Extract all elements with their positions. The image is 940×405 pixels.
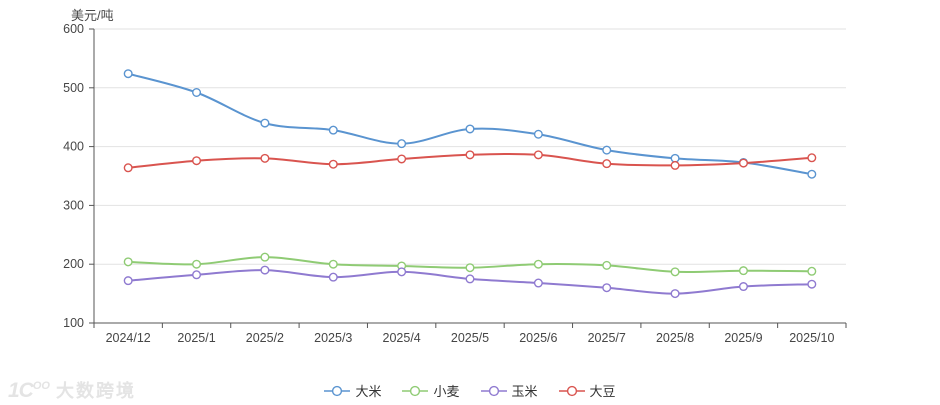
data-point-wheat[interactable] [533, 259, 543, 269]
legend-marker-wheat-icon [402, 385, 429, 396]
data-point-soybean[interactable] [670, 160, 680, 170]
y-axis-label: 200 [63, 257, 84, 271]
data-point-soybean[interactable] [192, 156, 202, 166]
watermark-logo-icon: 1COO [8, 379, 50, 402]
legend-marker-rice-icon [324, 385, 351, 396]
data-point-rice[interactable] [328, 125, 338, 135]
data-point-soybean[interactable] [397, 154, 407, 164]
data-point-wheat[interactable] [602, 260, 612, 270]
data-point-corn[interactable] [123, 276, 133, 286]
x-axis-label: 2025/3 [314, 331, 352, 345]
data-point-corn[interactable] [328, 272, 338, 282]
legend-label: 小麦 [433, 384, 460, 399]
legend-label: 玉米 [511, 384, 538, 399]
legend-label: 大豆 [589, 384, 616, 399]
x-axis-label: 2025/10 [789, 331, 834, 345]
chart-legend: 大米 小麦 玉米 大豆 [0, 381, 940, 400]
legend-item-soybean[interactable]: 大豆 [558, 381, 616, 400]
data-point-wheat[interactable] [670, 267, 680, 277]
data-point-soybean[interactable] [807, 153, 817, 163]
data-point-wheat[interactable] [192, 259, 202, 269]
x-axis-label: 2025/4 [383, 331, 421, 345]
data-point-corn[interactable] [533, 278, 543, 288]
y-axis-label: 500 [63, 81, 84, 95]
y-axis-label: 100 [63, 316, 84, 330]
x-axis-label: 2025/7 [588, 331, 626, 345]
data-point-soybean[interactable] [738, 158, 748, 168]
data-point-corn[interactable] [192, 270, 202, 280]
legend-item-corn[interactable]: 玉米 [480, 381, 538, 400]
data-point-corn[interactable] [260, 265, 270, 275]
data-point-wheat[interactable] [465, 263, 475, 273]
data-point-rice[interactable] [807, 169, 817, 179]
x-axis-label: 2025/2 [246, 331, 284, 345]
data-point-rice[interactable] [533, 129, 543, 139]
x-axis-label: 2025/1 [177, 331, 215, 345]
legend-item-rice[interactable]: 大米 [324, 381, 381, 400]
data-point-wheat[interactable] [123, 257, 133, 267]
legend-label: 大米 [355, 384, 382, 399]
y-axis-label: 400 [63, 140, 84, 154]
data-point-soybean[interactable] [602, 159, 612, 169]
data-point-corn[interactable] [602, 283, 612, 293]
data-point-rice[interactable] [192, 88, 202, 98]
x-axis-label: 2025/8 [656, 331, 694, 345]
y-axis-label: 600 [63, 22, 84, 36]
data-point-rice[interactable] [123, 69, 133, 79]
y-axis-title: 美元/吨 [71, 8, 114, 23]
data-point-corn[interactable] [465, 274, 475, 284]
data-point-corn[interactable] [738, 282, 748, 292]
x-axis-label: 2024/12 [106, 331, 151, 345]
x-axis-label: 2025/9 [724, 331, 762, 345]
data-point-soybean[interactable] [465, 150, 475, 160]
legend-item-wheat[interactable]: 小麦 [402, 381, 460, 400]
data-point-soybean[interactable] [123, 163, 133, 173]
x-axis-label: 2025/5 [451, 331, 489, 345]
data-point-rice[interactable] [260, 118, 270, 128]
data-point-wheat[interactable] [260, 252, 270, 262]
x-axis-label: 2025/6 [519, 331, 557, 345]
line-chart-canvas[interactable]: 100 200 300 400 500 600 2024/12 2025/1 2025/2 202… [0, 0, 940, 368]
data-point-wheat[interactable] [738, 266, 748, 276]
data-point-soybean[interactable] [328, 159, 338, 169]
data-point-soybean[interactable] [260, 153, 270, 163]
legend-marker-soybean-icon [558, 385, 585, 396]
data-point-corn[interactable] [670, 289, 680, 299]
data-point-rice[interactable] [397, 139, 407, 149]
data-point-soybean[interactable] [533, 150, 543, 160]
watermark-text: 大数跨境 [55, 381, 136, 401]
data-point-corn[interactable] [807, 279, 817, 289]
legend-marker-corn-icon [480, 385, 507, 396]
data-point-rice[interactable] [465, 124, 475, 134]
data-point-wheat[interactable] [328, 259, 338, 269]
data-point-rice[interactable] [602, 145, 612, 155]
data-point-corn[interactable] [397, 267, 407, 277]
watermark: 1COO 大数跨境 [8, 377, 136, 403]
y-axis-label: 300 [63, 198, 84, 212]
data-point-wheat[interactable] [807, 266, 817, 276]
